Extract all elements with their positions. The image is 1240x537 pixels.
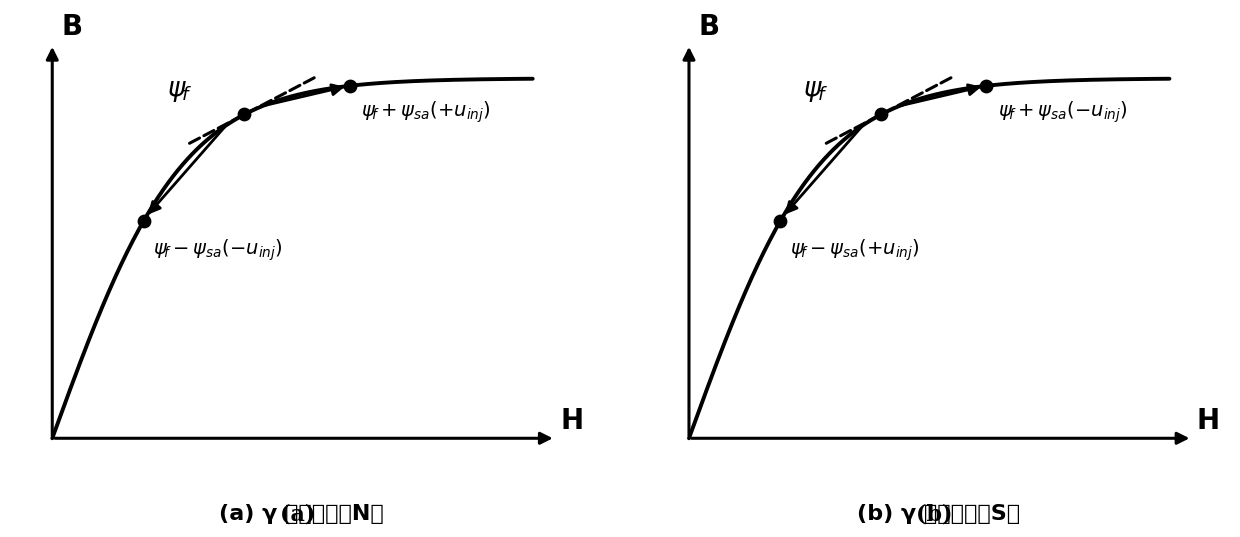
Point — [234, 110, 254, 119]
Point — [134, 216, 154, 225]
Text: H: H — [1197, 407, 1220, 435]
Text: $\psi_{\!f}-\psi_{sa}(+u_{inj})$: $\psi_{\!f}-\psi_{sa}(+u_{inj})$ — [790, 238, 920, 263]
Text: (a) γ 轴对应转子N极: (a) γ 轴对应转子N极 — [219, 504, 384, 524]
Text: B: B — [698, 12, 719, 41]
Point — [976, 82, 996, 90]
Point — [340, 82, 360, 90]
Text: (b): (b) — [916, 504, 961, 526]
Text: B: B — [62, 12, 83, 41]
Text: $\psi_{\!f}+\psi_{sa}(-u_{inj})$: $\psi_{\!f}+\psi_{sa}(-u_{inj})$ — [998, 99, 1127, 125]
Point — [770, 216, 790, 225]
Text: (a): (a) — [280, 504, 324, 526]
Text: $\psi_{\!f}+\psi_{sa}(+u_{inj})$: $\psi_{\!f}+\psi_{sa}(+u_{inj})$ — [361, 99, 491, 125]
Text: H: H — [560, 407, 583, 435]
Text: $\psi_{\!f}$: $\psi_{\!f}$ — [166, 78, 192, 104]
Text: $\psi_{\!f}-\psi_{sa}(-u_{inj})$: $\psi_{\!f}-\psi_{sa}(-u_{inj})$ — [153, 238, 283, 263]
Text: $\psi_{\!f}$: $\psi_{\!f}$ — [804, 78, 828, 104]
Point — [872, 110, 892, 119]
Text: (b) γ 轴对应转子S极: (b) γ 轴对应转子S极 — [857, 504, 1021, 524]
